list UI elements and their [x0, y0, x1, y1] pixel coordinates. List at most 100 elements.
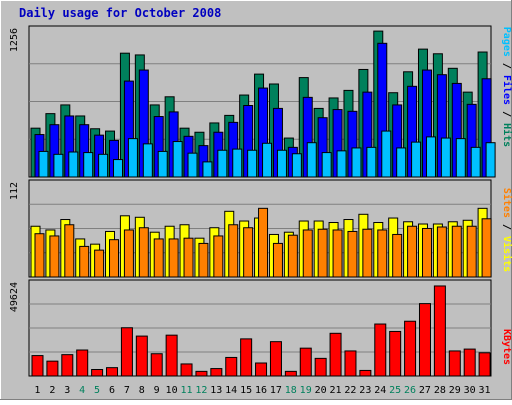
bar-sites: [64, 224, 75, 278]
bar-sites: [332, 229, 343, 278]
bar-kbytes: [120, 327, 133, 377]
bar-pages: [187, 152, 198, 178]
bar-sites: [481, 218, 492, 278]
chart-panels: 1256 Pages / Files / Hits 112 Sites / Visit…: [9, 25, 512, 377]
x-tick-label: 9: [154, 385, 160, 396]
bar-pages: [411, 141, 422, 178]
bar-sites: [258, 207, 269, 278]
bar-kbytes: [240, 338, 253, 377]
bar-pages: [276, 149, 287, 178]
bar-kbytes: [210, 368, 223, 377]
bar-pages: [351, 147, 362, 178]
panel-middle: 112 Sites / Visits: [9, 179, 512, 278]
x-tick-label: 17: [270, 385, 282, 396]
x-tick-label: 15: [240, 385, 252, 396]
legend-entry: Files: [501, 75, 512, 105]
bar-pages: [113, 159, 124, 178]
bar-pages: [247, 149, 258, 178]
bar-kbytes: [389, 330, 402, 377]
bar-kbytes: [284, 370, 297, 377]
bar-sites: [451, 225, 462, 278]
bar-sites: [79, 245, 90, 278]
legend-entry: Visits: [501, 236, 512, 272]
bar-sites: [317, 228, 328, 278]
legend-entry: /: [501, 105, 512, 123]
bar-pages: [425, 136, 436, 178]
bar-sites: [347, 230, 358, 278]
x-tick-label: 25: [389, 385, 401, 396]
bar-kbytes: [344, 350, 357, 377]
bar-kbytes: [91, 369, 104, 377]
bar-sites: [94, 249, 105, 278]
bar-pages: [336, 150, 347, 178]
bar-pages: [440, 137, 451, 178]
panel-legend: Pages / Files / Hits: [501, 27, 512, 147]
bar-pages: [262, 142, 273, 178]
legend-entry: KBytes: [501, 329, 512, 365]
bar-pages: [455, 138, 466, 178]
bar-kbytes: [46, 360, 59, 377]
bar-kbytes: [150, 353, 163, 377]
bar-kbytes: [433, 285, 446, 377]
bar-kbytes: [225, 356, 238, 377]
x-tick-label: 31: [479, 385, 491, 396]
bar-sites: [213, 235, 224, 278]
bar-sites: [198, 242, 209, 278]
bar-pages: [172, 141, 183, 178]
x-axis-labels: 1 2 3 4 5 6 7 8 9 10 11 12 13 14 15 16 17 18 19 20 21 22 23 24 2…: [34, 385, 490, 396]
bar-sites: [407, 225, 418, 278]
bar-pages: [142, 143, 153, 178]
x-tick-label: 11: [180, 385, 192, 396]
bar-pages: [127, 138, 138, 178]
bar-sites: [272, 242, 283, 278]
bar-kbytes: [180, 363, 193, 377]
x-tick-label: 5: [94, 385, 100, 396]
bar-pages: [291, 153, 302, 178]
x-tick-label: 10: [166, 385, 178, 396]
panel-legend: Sites / Visits: [501, 188, 512, 272]
bar-sites: [287, 234, 298, 278]
bar-sites: [49, 235, 60, 278]
x-tick-label: 14: [225, 385, 237, 396]
bar-pages: [98, 153, 109, 178]
x-tick-label: 4: [79, 385, 85, 396]
bar-kbytes: [106, 367, 119, 377]
x-tick-label: 6: [109, 385, 115, 396]
bar-kbytes: [135, 335, 148, 377]
legend-entry: Pages: [501, 27, 512, 57]
x-tick-label: 29: [449, 385, 461, 396]
bar-sites: [377, 229, 388, 278]
bar-kbytes: [359, 369, 372, 377]
x-tick-label: 8: [139, 385, 145, 396]
bar-pages: [381, 130, 392, 178]
bar-kbytes: [269, 341, 282, 377]
bar-kbytes: [299, 347, 312, 377]
bar-kbytes: [404, 320, 417, 377]
x-tick-label: 3: [64, 385, 70, 396]
bar-kbytes: [165, 334, 178, 377]
bar-pages: [53, 153, 64, 178]
bar-kbytes: [329, 332, 342, 377]
bar-sites: [183, 237, 194, 278]
bar-kbytes: [463, 348, 476, 377]
x-tick-label: 13: [210, 385, 222, 396]
bar-pages: [157, 150, 168, 178]
panel-legend: KBytes: [501, 329, 512, 365]
legend-entry: /: [501, 218, 512, 236]
bar-kbytes: [195, 370, 208, 377]
bar-pages: [306, 142, 317, 178]
panel-top: 1256 Pages / Files / Hits: [9, 25, 512, 178]
bar-pages: [217, 149, 228, 178]
x-tick-label: 30: [464, 385, 476, 396]
bar-sites: [34, 233, 45, 278]
chart-title: Daily usage for October 2008: [19, 6, 221, 20]
bar-sites: [168, 238, 179, 278]
x-tick-label: 22: [344, 385, 356, 396]
x-tick-label: 20: [315, 385, 327, 396]
x-tick-label: 21: [329, 385, 341, 396]
bar-pages: [321, 152, 332, 178]
x-tick-label: 1: [34, 385, 40, 396]
bar-pages: [366, 146, 377, 178]
